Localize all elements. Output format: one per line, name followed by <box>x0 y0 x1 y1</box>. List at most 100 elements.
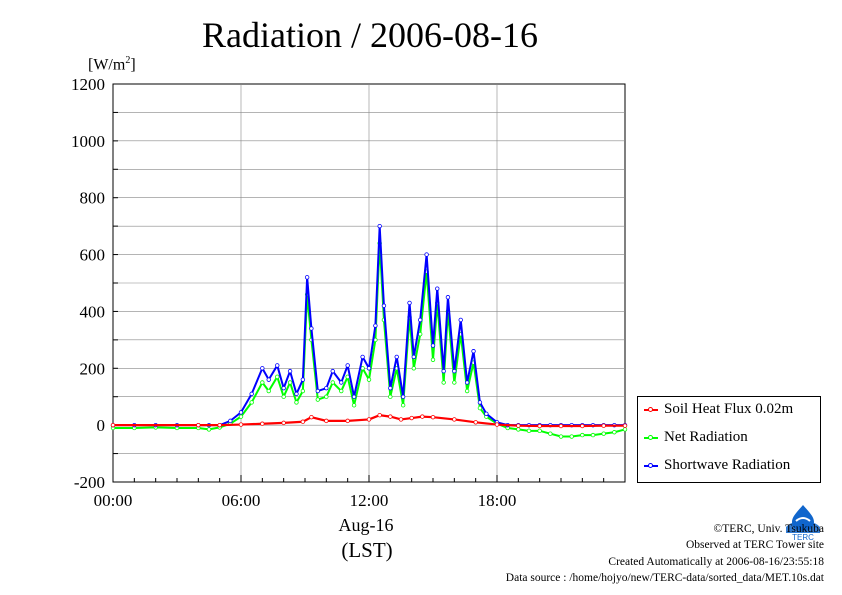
data-point-net-radiation <box>324 394 329 399</box>
data-point-soil-heat-flux <box>324 418 329 424</box>
y-tick-label: 1000 <box>71 132 105 151</box>
data-point-net-radiation <box>388 394 393 399</box>
data-point-soil-heat-flux <box>238 422 244 427</box>
data-point-net-radiation <box>411 366 416 371</box>
data-point-net-radiation <box>558 434 564 439</box>
legend-swatch-red <box>644 406 658 412</box>
data-point-shortwave-radiation <box>315 388 320 394</box>
legend-item-soil-heat-flux: Soil Heat Flux 0.02m <box>644 401 793 418</box>
legend-label: Net Radiation <box>664 429 748 445</box>
data-point-soil-heat-flux <box>345 418 350 424</box>
credit-copyright: ©TERC, Univ. Tsukuba <box>713 523 824 535</box>
logo-text: TERC <box>792 533 814 541</box>
data-point-shortwave-radiation <box>418 317 423 323</box>
data-point-shortwave-radiation <box>458 317 463 323</box>
x-tick-label: 00:00 <box>94 491 133 510</box>
data-point-shortwave-radiation <box>435 286 440 291</box>
data-point-net-radiation <box>366 377 372 382</box>
data-point-soil-heat-flux <box>300 419 306 424</box>
data-point-net-radiation <box>477 405 483 411</box>
data-point-net-radiation <box>590 432 596 438</box>
data-point-soil-heat-flux <box>420 414 425 419</box>
data-point-net-radiation <box>294 400 299 405</box>
data-point-shortwave-radiation <box>407 300 412 306</box>
y-tick-label: 0 <box>97 416 106 435</box>
data-point-net-radiation <box>516 427 521 432</box>
data-point-net-radiation <box>548 431 553 436</box>
data-point-shortwave-radiation <box>275 363 280 368</box>
data-point-shortwave-radiation <box>287 368 293 374</box>
x-axis-date-label: Aug-16 <box>338 515 394 535</box>
data-point-soil-heat-flux <box>558 423 564 429</box>
data-point-soil-heat-flux <box>388 414 393 419</box>
data-point-net-radiation <box>300 388 306 394</box>
data-point-shortwave-radiation <box>430 343 436 348</box>
data-point-soil-heat-flux <box>494 422 500 427</box>
data-point-net-radiation <box>601 431 606 436</box>
data-point-shortwave-radiation <box>330 368 335 374</box>
data-point-soil-heat-flux <box>110 422 116 428</box>
data-point-soil-heat-flux <box>601 423 606 428</box>
data-point-shortwave-radiation <box>266 377 271 382</box>
credit-created: Created Automatically at 2006-08-16/23:5… <box>608 555 824 568</box>
data-point-shortwave-radiation <box>309 326 314 331</box>
credit-observed: Observed at TERC Tower site <box>685 539 824 552</box>
data-point-net-radiation <box>430 357 436 362</box>
legend-label: Shortwave Radiation <box>664 457 791 473</box>
data-point-shortwave-radiation <box>281 385 286 391</box>
data-point-shortwave-radiation <box>464 380 470 385</box>
data-point-shortwave-radiation <box>373 323 378 328</box>
data-point-soil-heat-flux <box>516 423 521 428</box>
data-point-shortwave-radiation <box>228 418 233 424</box>
data-point-soil-heat-flux <box>473 420 478 425</box>
data-point-shortwave-radiation <box>424 252 429 257</box>
legend-item-net-radiation: Net Radiation <box>644 429 748 446</box>
data-point-shortwave-radiation <box>339 380 344 385</box>
data-point-soil-heat-flux <box>622 423 628 428</box>
data-point-net-radiation <box>315 397 320 402</box>
data-point-shortwave-radiation <box>484 411 489 416</box>
credit-data-source: Data source : /home/hojyo/new/TERC-data/… <box>505 571 824 584</box>
y-axis-unit: [W/m2] <box>88 55 136 74</box>
y-unit-superscript: 2 <box>125 55 131 66</box>
data-point-shortwave-radiation <box>304 275 310 280</box>
x-tick-label: 06:00 <box>222 491 261 510</box>
data-point-net-radiation <box>452 380 457 385</box>
data-point-shortwave-radiation <box>300 377 306 382</box>
data-point-shortwave-radiation <box>249 391 254 397</box>
y-tick-label: 1200 <box>71 75 105 94</box>
data-point-soil-heat-flux <box>409 415 414 421</box>
data-point-shortwave-radiation <box>366 366 372 371</box>
data-point-shortwave-radiation <box>400 394 406 399</box>
data-point-soil-heat-flux <box>309 414 314 420</box>
credits: ©TERC, Univ. Tsukuba Observed at TERC To… <box>506 521 824 586</box>
y-unit-end: ] <box>130 56 136 74</box>
data-point-net-radiation <box>287 380 293 385</box>
legend-swatch-green <box>644 434 658 440</box>
data-point-shortwave-radiation <box>445 295 451 300</box>
data-point-soil-heat-flux <box>377 412 382 418</box>
data-point-shortwave-radiation <box>394 354 399 360</box>
data-point-net-radiation <box>612 430 617 435</box>
data-point-soil-heat-flux <box>398 417 404 422</box>
data-point-shortwave-radiation <box>238 410 244 415</box>
x-tick-label: 12:00 <box>350 491 389 510</box>
legend: Soil Heat Flux 0.02m Net Radiation Short… <box>637 396 821 483</box>
data-point-soil-heat-flux <box>366 417 372 422</box>
data-point-shortwave-radiation <box>477 400 483 405</box>
y-tick-label: 800 <box>80 189 106 208</box>
data-point-net-radiation <box>266 388 271 394</box>
data-point-net-radiation <box>330 380 335 385</box>
data-point-net-radiation <box>249 400 254 405</box>
data-point-soil-heat-flux <box>217 422 222 428</box>
legend-swatch-blue <box>644 462 658 468</box>
data-point-net-radiation <box>526 428 532 434</box>
chart-title: Radiation / 2006-08-16 <box>202 15 538 55</box>
data-point-soil-heat-flux <box>537 423 542 429</box>
data-point-soil-heat-flux <box>452 417 457 422</box>
data-point-soil-heat-flux <box>196 422 201 428</box>
series-line-soil-heat-flux <box>113 414 625 428</box>
data-point-net-radiation <box>441 380 446 385</box>
data-point-soil-heat-flux <box>260 421 265 426</box>
legend-label: Soil Heat Flux 0.02m <box>664 401 794 417</box>
